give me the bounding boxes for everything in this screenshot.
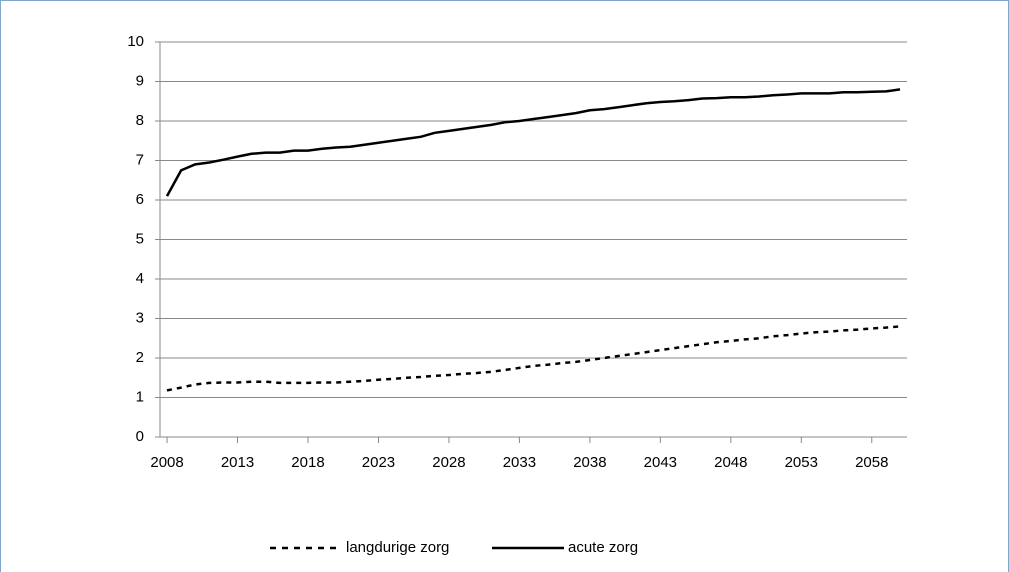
y-tick-label: 4	[136, 270, 144, 287]
legend-label: langdurige zorg	[346, 539, 449, 556]
y-tick-label: 10	[127, 33, 144, 50]
series-line	[165, 88, 901, 197]
x-tick-label: 2033	[503, 454, 536, 471]
series-line	[166, 325, 901, 392]
x-tick-label: 2023	[362, 454, 395, 471]
x-tick-label: 2028	[432, 454, 465, 471]
legend-label: acute zorg	[568, 539, 638, 556]
x-tick-label: 2008	[150, 454, 183, 471]
x-tick-label: 2053	[785, 454, 818, 471]
y-tick-label: 2	[136, 349, 144, 366]
y-tick-label: 3	[136, 309, 144, 326]
y-tick-label: 0	[136, 428, 144, 445]
x-tick-label: 2018	[291, 454, 324, 471]
y-tick-label: 6	[136, 191, 144, 208]
x-tick-label: 2043	[644, 454, 677, 471]
y-tick-label: 1	[136, 388, 144, 405]
y-tick-label: 5	[136, 230, 144, 247]
y-tick-label: 7	[136, 151, 144, 168]
y-tick-label: 9	[136, 72, 144, 89]
x-tick-label: 2038	[573, 454, 606, 471]
x-tick-label: 2058	[855, 454, 888, 471]
x-tick-label: 2048	[714, 454, 747, 471]
x-tick-label: 2013	[221, 454, 254, 471]
y-tick-label: 8	[136, 112, 144, 129]
